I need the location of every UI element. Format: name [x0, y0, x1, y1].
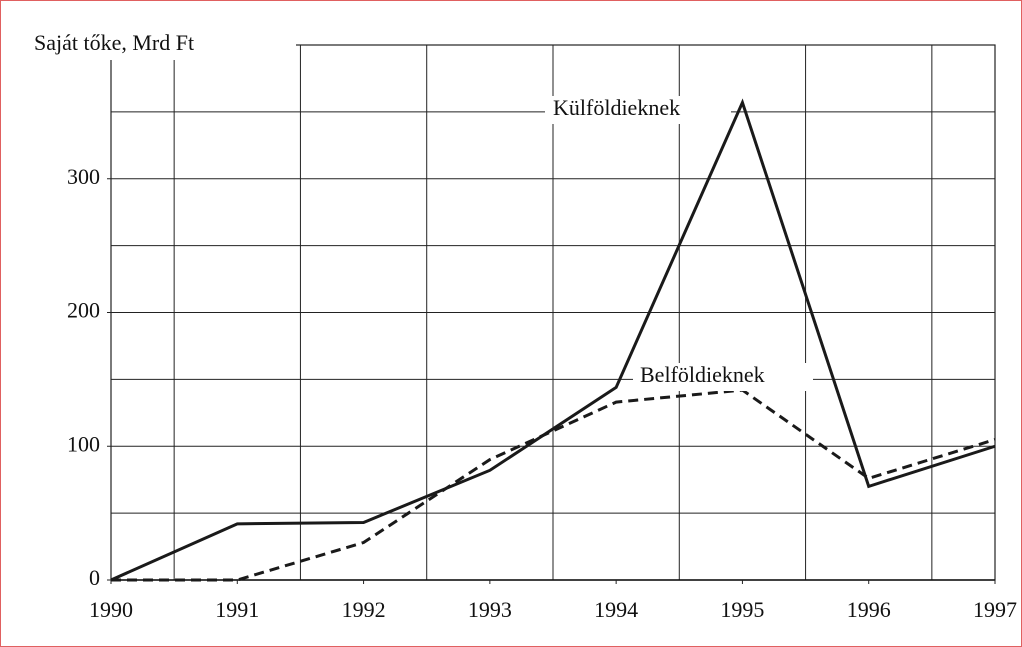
- y-tick-label: 0: [89, 565, 100, 590]
- x-tick-label: 1996: [847, 597, 891, 622]
- x-tick-label: 1994: [594, 597, 638, 622]
- x-tick-label: 1991: [215, 597, 259, 622]
- x-tick-label: 1997: [973, 597, 1017, 622]
- grid: [107, 44, 996, 584]
- series-line: [110, 98, 996, 582]
- series-label: Belföldieknek: [640, 362, 765, 387]
- label-bg: [545, 96, 731, 124]
- lines: [110, 98, 996, 582]
- label-bg: [28, 30, 296, 60]
- x-tick-label: 1992: [342, 597, 386, 622]
- series-label: Külföldieknek: [553, 95, 680, 120]
- x-tick-label: 1990: [89, 597, 133, 622]
- label-bg: [633, 363, 813, 391]
- series-line: [111, 388, 996, 582]
- y-tick-label: 200: [67, 298, 100, 323]
- x-tick-label: 1993: [468, 597, 512, 622]
- y-axis-label: Saját tőke, Mrd Ft: [34, 30, 194, 55]
- y-tick-label: 100: [67, 431, 100, 456]
- x-tick-label: 1995: [720, 597, 764, 622]
- y-tick-label: 300: [67, 164, 100, 189]
